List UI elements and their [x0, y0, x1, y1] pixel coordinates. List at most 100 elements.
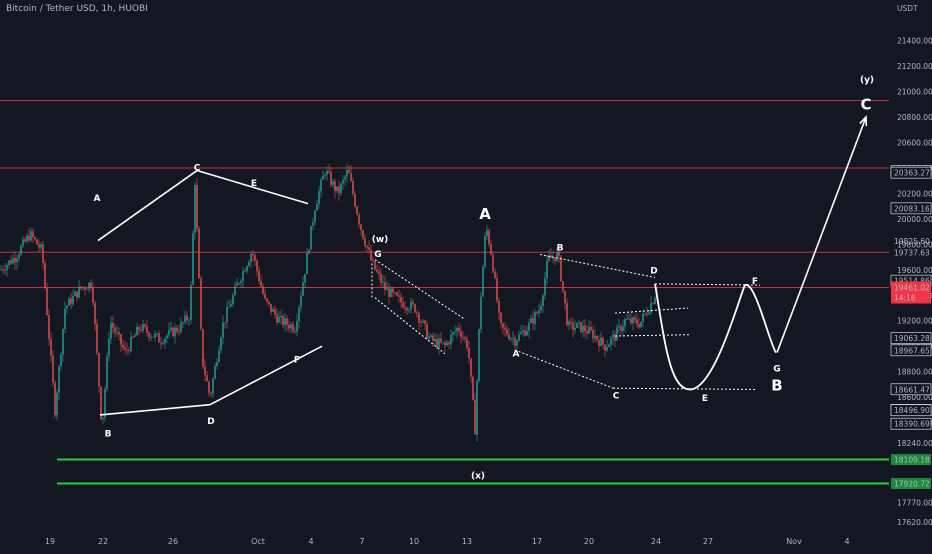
candle-body [422, 320, 424, 323]
current-price-label: 19461.02 [894, 284, 930, 293]
candle-body [394, 292, 396, 294]
candle-body [270, 303, 272, 312]
candle-body [356, 206, 358, 215]
candle-body [418, 313, 420, 323]
candle-body [596, 335, 598, 340]
candle-body [376, 269, 378, 272]
candle-body [554, 257, 556, 261]
candle-body [60, 354, 62, 367]
candle-body [610, 338, 612, 345]
candle-body [516, 340, 518, 346]
candle-body [146, 326, 148, 333]
candle-body [512, 337, 514, 339]
candle-body [616, 327, 618, 341]
candle-body [326, 171, 328, 175]
price-tick-label: 20000.00 [897, 215, 932, 224]
candle-body [620, 325, 622, 331]
price-label: 18496.90 [894, 406, 930, 415]
candle-body [72, 295, 74, 305]
time-tick-label: 4 [308, 537, 313, 546]
candle-body [400, 296, 402, 303]
time-tick-label: 20 [584, 537, 594, 546]
candle-body [622, 326, 624, 331]
candle-body [398, 295, 400, 297]
candle-body [454, 331, 456, 333]
candle-body [404, 307, 406, 309]
candle-body [652, 303, 654, 304]
candle-body [210, 392, 212, 394]
time-tick-label: 24 [651, 537, 661, 546]
level-price-label: 18109.18 [894, 456, 930, 465]
candle-body [618, 325, 620, 328]
candle-body [82, 287, 84, 289]
candles [0, 163, 658, 442]
price-tick-label: 21000.00 [897, 88, 932, 97]
candle-body [216, 361, 218, 367]
candle-body [230, 304, 232, 307]
candle-body [352, 180, 354, 194]
candle-body [244, 270, 246, 272]
candle-body [64, 308, 66, 330]
price-axis-unit: USDT [897, 4, 918, 13]
candle-body [108, 338, 110, 357]
candle-body [566, 303, 568, 326]
candle-body [346, 169, 348, 177]
candle-body [644, 313, 646, 315]
candle-body [478, 329, 480, 381]
candle-body [490, 244, 492, 255]
candle-body [572, 322, 574, 330]
candle-body [448, 342, 450, 345]
candle-body [520, 332, 522, 335]
candle-body [102, 417, 104, 420]
candle-body [312, 222, 314, 226]
candle-body [144, 324, 146, 327]
wave-arrow [776, 116, 867, 353]
candle-body [322, 175, 324, 180]
candle-body [12, 258, 14, 264]
time-axis[interactable]: 19 22 26 Oct 4 7 10 13 17 20 24 27 Nov 4 [45, 537, 850, 546]
price-label: 18390.69 [894, 420, 930, 429]
candle-body [564, 290, 566, 304]
candle-body [156, 333, 158, 335]
wave-drawings [97, 115, 868, 416]
candle-body [78, 286, 80, 298]
candle-body [380, 273, 382, 283]
candle-body [68, 298, 70, 306]
price-tick-label: 21200.00 [897, 62, 932, 71]
candle-body [426, 323, 428, 339]
candle-body [598, 339, 600, 346]
candle-body [500, 312, 502, 324]
candle-body [486, 230, 488, 237]
candle-body [310, 225, 312, 250]
candle-body [166, 335, 168, 339]
candle-body [416, 312, 418, 314]
candle-body [336, 186, 338, 192]
candle-body [176, 327, 178, 332]
candle-body [298, 307, 300, 322]
candle-body [368, 247, 370, 251]
candle-body [290, 324, 292, 329]
candle-body [142, 324, 144, 331]
candle-body [464, 337, 466, 340]
candle-body [24, 239, 26, 242]
price-tick-label: 18600.00 [897, 393, 932, 402]
candle-body [602, 337, 604, 345]
candle-body [496, 278, 498, 302]
candle-body [180, 322, 182, 332]
candle-body [514, 337, 516, 346]
candle-body [286, 318, 288, 325]
price-label: 19825.60 [894, 237, 930, 246]
candle-body [432, 335, 434, 341]
price-axis[interactable]: USDT 21400.00 21200.00 21000.00 20800.00 206… [889, 0, 932, 550]
level-price-box [891, 478, 931, 490]
candle-body [274, 309, 276, 315]
wave-label: (y) [860, 76, 874, 86]
candle-body [204, 366, 206, 375]
candle-body [498, 301, 500, 313]
candle-body [338, 186, 340, 194]
candle-body [248, 261, 250, 267]
candle-body [588, 327, 590, 334]
candle-body [332, 181, 334, 185]
candle-body [288, 324, 290, 329]
